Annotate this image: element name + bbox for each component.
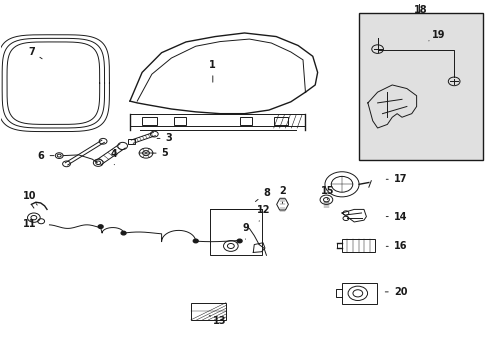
Text: 18: 18 — [413, 5, 427, 15]
Text: 5: 5 — [152, 148, 168, 158]
Text: 7: 7 — [28, 46, 42, 59]
Bar — [142, 117, 157, 126]
Text: 17: 17 — [386, 174, 407, 184]
Text: 13: 13 — [209, 316, 226, 325]
Text: 20: 20 — [385, 287, 407, 297]
Bar — [341, 283, 376, 304]
Text: 8: 8 — [255, 188, 269, 202]
Text: 19: 19 — [428, 30, 445, 41]
Bar — [358, 13, 483, 160]
Text: 10: 10 — [23, 191, 37, 205]
Text: 4: 4 — [111, 149, 118, 165]
Bar — [341, 239, 374, 252]
Bar — [239, 117, 251, 126]
Text: 15: 15 — [320, 186, 333, 200]
Bar — [173, 117, 185, 126]
Circle shape — [98, 225, 103, 228]
Text: 11: 11 — [23, 219, 37, 229]
Text: 12: 12 — [257, 206, 270, 221]
Text: 9: 9 — [242, 224, 248, 239]
Bar — [128, 139, 135, 144]
Circle shape — [121, 231, 126, 235]
Text: 14: 14 — [386, 212, 407, 221]
Circle shape — [193, 239, 198, 243]
Text: 2: 2 — [279, 186, 285, 203]
Bar — [190, 303, 225, 320]
Text: 6: 6 — [38, 150, 54, 161]
Text: 3: 3 — [157, 134, 172, 143]
Circle shape — [237, 239, 242, 243]
Text: 16: 16 — [386, 241, 407, 251]
Text: 1: 1 — [209, 60, 216, 82]
Bar — [210, 209, 261, 255]
Bar — [273, 117, 288, 126]
